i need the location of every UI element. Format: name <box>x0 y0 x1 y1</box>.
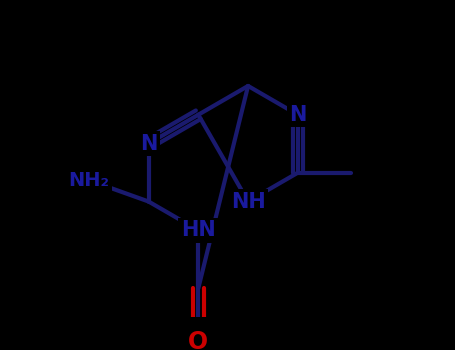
Text: N: N <box>289 105 307 125</box>
Text: NH₂: NH₂ <box>68 172 109 190</box>
Text: HN: HN <box>181 220 216 240</box>
Text: N: N <box>140 133 157 154</box>
Text: NH: NH <box>231 191 265 211</box>
Text: O: O <box>188 330 208 350</box>
